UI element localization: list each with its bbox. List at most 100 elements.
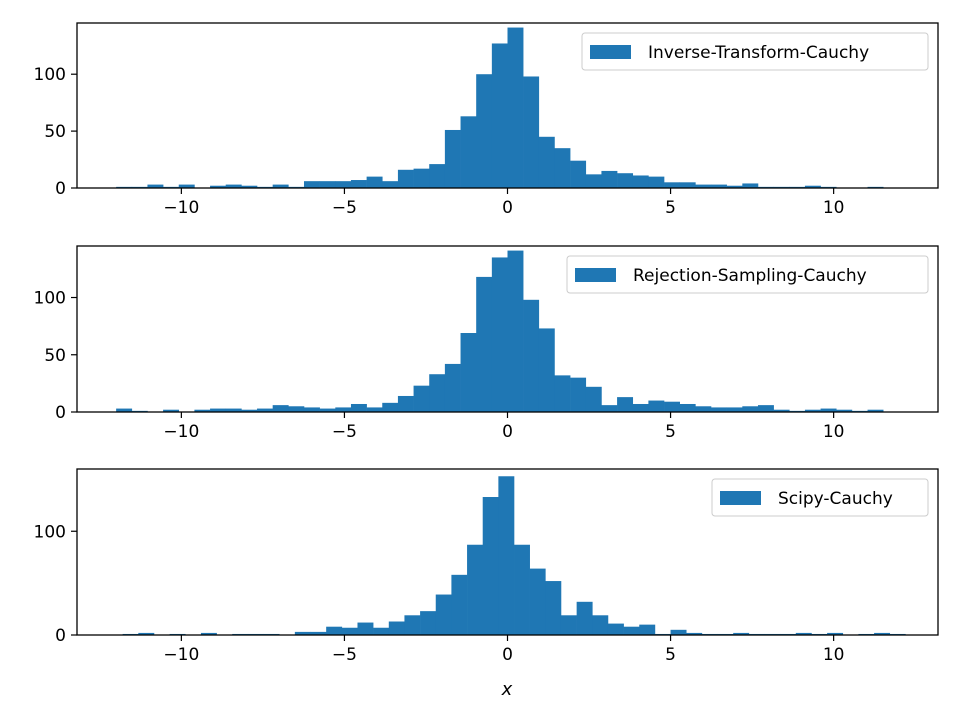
legend-label: Rejection-Sampling-Cauchy [633,266,867,286]
histogram-bar [795,632,812,635]
histogram-bar [733,632,750,635]
histogram-bar [742,406,759,412]
histogram-bar [523,299,540,412]
histogram-bar [560,615,577,635]
histogram-bar [210,408,227,412]
histogram-bar [592,615,609,635]
histogram-bar [420,611,437,635]
histogram-bar [319,181,336,188]
histogram-bar [679,403,696,412]
histogram-bar [711,184,727,188]
histogram-bar [804,409,821,412]
histogram-bar [241,185,258,188]
x-tick-label: 5 [665,198,676,218]
histogram-bar [397,395,414,412]
histogram-bar [310,631,327,635]
histogram-bar [476,74,493,188]
x-tick-label: 10 [823,422,845,442]
histogram-bar [867,409,884,412]
histogram-bar [523,76,540,188]
histogram-bar [413,168,430,188]
histogram-bar [200,632,217,635]
histogram-bar [538,328,555,412]
histogram-bar [491,257,508,412]
x-axis-label: x [501,679,513,700]
legend-label: Scipy-Cauchy [778,489,893,509]
histogram-bar [350,403,367,412]
histogram-bar [341,627,358,635]
histogram-bar [576,601,593,635]
histogram-bar [350,180,367,188]
histogram-bar [570,377,587,412]
histogram-bar [585,174,602,188]
histogram-bar [545,581,562,635]
histogram-bar [632,403,649,412]
histogram-bar [601,170,618,188]
histogram-bar [679,182,696,188]
histogram-bar [664,182,680,188]
histogram-bar [366,407,383,412]
histogram-bar [529,568,546,635]
histogram-bar [257,408,273,412]
histogram-bar [467,544,484,635]
histogram-bar [303,407,320,412]
histogram-bar [773,409,790,412]
histogram-bar [288,406,305,412]
histogram-bar [507,27,524,188]
subplots: −10 −5 0 5 10050100Inverse-Transform-Cauchy−… [34,22,939,665]
histogram-bar [711,407,727,412]
histogram-bar [460,116,477,188]
histogram-bar [514,544,530,635]
histogram-bar [388,621,405,635]
histogram-bar [554,148,571,188]
histogram-bar [476,276,493,412]
histogram-bar [639,624,656,636]
histogram-bar [482,497,499,635]
histogram-bar [272,184,289,188]
histogram-bar [210,185,227,188]
x-tick-label: 10 [823,198,845,218]
histogram-bar [444,363,461,412]
histogram-bar [836,409,853,412]
histogram-bar [632,175,649,188]
histogram-bar [357,622,374,635]
histogram-bar [607,623,624,635]
x-tick-label: 0 [502,422,513,442]
histogram-bar [874,632,891,635]
y-tick-label: 100 [34,65,66,85]
legend-box [711,478,929,517]
histogram-bar [538,136,555,188]
histogram-bar [617,173,634,188]
histogram-bar [827,632,844,635]
histogram-bar [435,594,452,635]
histogram-bar [178,184,195,188]
histogram-bar [326,626,343,635]
histogram-bar [429,374,446,412]
histogram-bar [241,409,258,412]
histogram-bar [272,405,289,412]
histogram-bar [397,169,414,188]
legend-label: Inverse-Transform-Cauchy [648,43,869,63]
histogram-bar [726,407,743,412]
histogram-bar [429,164,446,188]
legend-swatch [720,491,761,505]
legend-box [581,32,929,71]
histogram-bar [686,632,703,635]
histogram-bar [382,402,399,412]
histogram-bar [460,333,477,412]
histogram-bar [451,574,468,635]
histogram-bar [491,43,508,189]
histogram-bar [726,185,743,188]
histogram-bar [507,250,524,412]
histogram-bar [554,375,571,412]
histogram-bar [138,632,155,635]
histogram-bar [404,615,421,635]
legend: Scipy-Cauchy [711,478,929,517]
x-tick-label: −5 [332,645,357,665]
histogram-bar [804,185,821,188]
histogram-bar [648,400,665,412]
x-tick-label: 10 [823,645,845,665]
histogram-bar [570,160,587,188]
